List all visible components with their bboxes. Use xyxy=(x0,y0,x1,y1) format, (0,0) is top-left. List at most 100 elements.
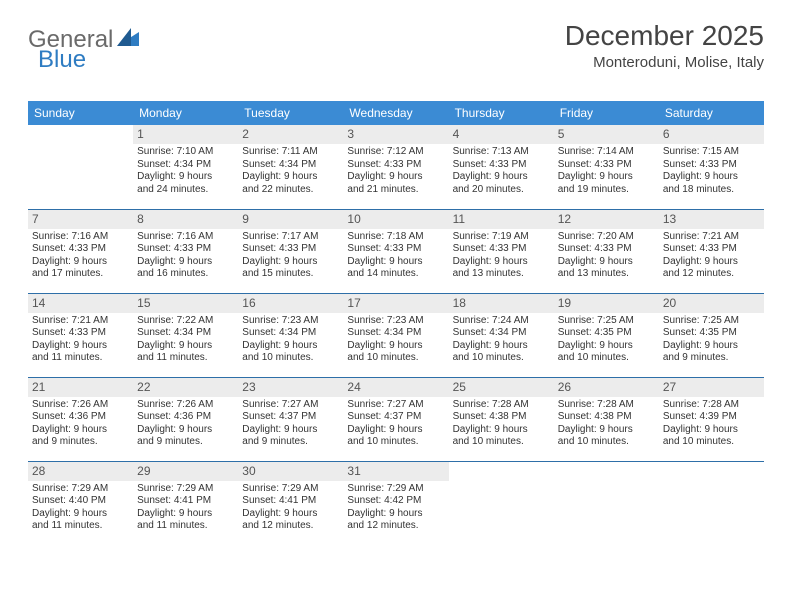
calendar-cell xyxy=(554,461,659,545)
calendar-cell: 16Sunrise: 7:23 AMSunset: 4:34 PMDayligh… xyxy=(238,293,343,377)
day-number: 26 xyxy=(554,378,659,397)
day2-text: and 16 minutes. xyxy=(137,268,234,281)
day-number: 2 xyxy=(238,125,343,144)
calendar-cell: 28Sunrise: 7:29 AMSunset: 4:40 PMDayligh… xyxy=(28,461,133,545)
day2-text: and 9 minutes. xyxy=(137,436,234,449)
sunset-text: Sunset: 4:34 PM xyxy=(137,159,234,172)
sunrise-text: Sunrise: 7:14 AM xyxy=(558,146,655,159)
brand-mark-icon xyxy=(117,28,139,53)
day1-text: Daylight: 9 hours xyxy=(453,340,550,353)
day1-text: Daylight: 9 hours xyxy=(137,171,234,184)
sunrise-text: Sunrise: 7:28 AM xyxy=(453,399,550,412)
day2-text: and 9 minutes. xyxy=(663,352,760,365)
day2-text: and 9 minutes. xyxy=(242,436,339,449)
calendar-page: General December 2025 Monteroduni, Molis… xyxy=(0,0,792,555)
day1-text: Daylight: 9 hours xyxy=(347,508,444,521)
calendar-cell: 15Sunrise: 7:22 AMSunset: 4:34 PMDayligh… xyxy=(133,293,238,377)
calendar-row: 14Sunrise: 7:21 AMSunset: 4:33 PMDayligh… xyxy=(28,293,764,377)
calendar-cell: 31Sunrise: 7:29 AMSunset: 4:42 PMDayligh… xyxy=(343,461,448,545)
title-block: December 2025 Monteroduni, Molise, Italy xyxy=(565,20,764,71)
brand-part2: Blue xyxy=(38,46,86,74)
day1-text: Daylight: 9 hours xyxy=(347,256,444,269)
calendar-cell: 9Sunrise: 7:17 AMSunset: 4:33 PMDaylight… xyxy=(238,209,343,293)
weekday-header: Friday xyxy=(554,101,659,125)
day2-text: and 10 minutes. xyxy=(347,436,444,449)
sunrise-text: Sunrise: 7:18 AM xyxy=(347,231,444,244)
day-number: 28 xyxy=(28,462,133,481)
day2-text: and 12 minutes. xyxy=(663,268,760,281)
sunset-text: Sunset: 4:33 PM xyxy=(32,243,129,256)
day1-text: Daylight: 9 hours xyxy=(347,340,444,353)
day-number: 29 xyxy=(133,462,238,481)
day2-text: and 11 minutes. xyxy=(137,520,234,533)
calendar-row: 21Sunrise: 7:26 AMSunset: 4:36 PMDayligh… xyxy=(28,377,764,461)
day2-text: and 24 minutes. xyxy=(137,184,234,197)
location-label: Monteroduni, Molise, Italy xyxy=(565,54,764,71)
calendar-cell xyxy=(659,461,764,545)
day-number: 21 xyxy=(28,378,133,397)
topbar: General December 2025 Monteroduni, Molis… xyxy=(28,20,764,71)
day2-text: and 10 minutes. xyxy=(347,352,444,365)
sunset-text: Sunset: 4:38 PM xyxy=(558,411,655,424)
day2-text: and 11 minutes. xyxy=(137,352,234,365)
sunrise-text: Sunrise: 7:13 AM xyxy=(453,146,550,159)
sunset-text: Sunset: 4:34 PM xyxy=(242,159,339,172)
day-number: 18 xyxy=(449,294,554,313)
sunset-text: Sunset: 4:33 PM xyxy=(558,159,655,172)
sunset-text: Sunset: 4:37 PM xyxy=(347,411,444,424)
sunset-text: Sunset: 4:37 PM xyxy=(242,411,339,424)
day-number: 12 xyxy=(554,210,659,229)
calendar-cell: 27Sunrise: 7:28 AMSunset: 4:39 PMDayligh… xyxy=(659,377,764,461)
day1-text: Daylight: 9 hours xyxy=(663,171,760,184)
day-number: 5 xyxy=(554,125,659,144)
sunrise-text: Sunrise: 7:28 AM xyxy=(663,399,760,412)
day-number: 3 xyxy=(343,125,448,144)
calendar-cell: 8Sunrise: 7:16 AMSunset: 4:33 PMDaylight… xyxy=(133,209,238,293)
day2-text: and 14 minutes. xyxy=(347,268,444,281)
day2-text: and 13 minutes. xyxy=(558,268,655,281)
sunrise-text: Sunrise: 7:29 AM xyxy=(137,483,234,496)
day-number: 30 xyxy=(238,462,343,481)
calendar-cell: 3Sunrise: 7:12 AMSunset: 4:33 PMDaylight… xyxy=(343,125,448,209)
weekday-header: Wednesday xyxy=(343,101,448,125)
day2-text: and 15 minutes. xyxy=(242,268,339,281)
weekday-header: Saturday xyxy=(659,101,764,125)
day-number: 15 xyxy=(133,294,238,313)
calendar-cell: 20Sunrise: 7:25 AMSunset: 4:35 PMDayligh… xyxy=(659,293,764,377)
calendar-cell: 2 Sunrise: 7:11 AMSunset: 4:34 PMDaylight… xyxy=(238,125,343,209)
day2-text: and 21 minutes. xyxy=(347,184,444,197)
sunset-text: Sunset: 4:33 PM xyxy=(453,243,550,256)
calendar-cell: 12Sunrise: 7:20 AMSunset: 4:33 PMDayligh… xyxy=(554,209,659,293)
calendar-cell: 17Sunrise: 7:23 AMSunset: 4:34 PMDayligh… xyxy=(343,293,448,377)
day-number: 14 xyxy=(28,294,133,313)
sunrise-text: Sunrise: 7:29 AM xyxy=(242,483,339,496)
day2-text: and 12 minutes. xyxy=(347,520,444,533)
day2-text: and 10 minutes. xyxy=(663,436,760,449)
sunrise-text: Sunrise: 7:21 AM xyxy=(32,315,129,328)
day2-text: and 13 minutes. xyxy=(453,268,550,281)
day1-text: Daylight: 9 hours xyxy=(242,171,339,184)
calendar-cell: 25Sunrise: 7:28 AMSunset: 4:38 PMDayligh… xyxy=(449,377,554,461)
sunset-text: Sunset: 4:35 PM xyxy=(663,327,760,340)
sunrise-text: Sunrise: 7:29 AM xyxy=(32,483,129,496)
sunset-text: Sunset: 4:39 PM xyxy=(663,411,760,424)
calendar-cell xyxy=(28,125,133,209)
sunset-text: Sunset: 4:33 PM xyxy=(347,159,444,172)
day1-text: Daylight: 9 hours xyxy=(137,340,234,353)
calendar-cell: 13Sunrise: 7:21 AMSunset: 4:33 PMDayligh… xyxy=(659,209,764,293)
day2-text: and 10 minutes. xyxy=(453,352,550,365)
day-number: 31 xyxy=(343,462,448,481)
day1-text: Daylight: 9 hours xyxy=(347,424,444,437)
day2-text: and 9 minutes. xyxy=(32,436,129,449)
sunrise-text: Sunrise: 7:21 AM xyxy=(663,231,760,244)
sunrise-text: Sunrise: 7:23 AM xyxy=(242,315,339,328)
sunrise-text: Sunrise: 7:11 AM xyxy=(242,146,339,159)
day-number: 11 xyxy=(449,210,554,229)
calendar-cell: 18Sunrise: 7:24 AMSunset: 4:34 PMDayligh… xyxy=(449,293,554,377)
day2-text: and 22 minutes. xyxy=(242,184,339,197)
day-number: 10 xyxy=(343,210,448,229)
day-number: 4 xyxy=(449,125,554,144)
calendar-cell: 22Sunrise: 7:26 AMSunset: 4:36 PMDayligh… xyxy=(133,377,238,461)
calendar-row: 7Sunrise: 7:16 AMSunset: 4:33 PMDaylight… xyxy=(28,209,764,293)
sunrise-text: Sunrise: 7:22 AM xyxy=(137,315,234,328)
